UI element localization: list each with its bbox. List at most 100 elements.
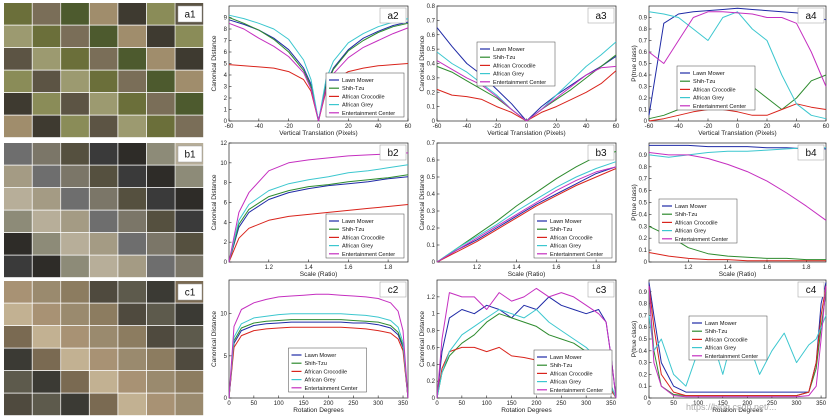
thumbnail-image [146,48,175,70]
thumbnail-image [32,371,61,393]
thumbnail-image [32,210,61,233]
x-tick-label: 20 [345,124,352,130]
x-tick-label: 1.6 [763,265,772,271]
thumbnail-image [61,143,89,165]
x-tick-label: 100 [274,401,285,407]
y-tick-label: 0.6 [639,50,648,56]
y-tick-label: 0.1 [639,248,648,254]
thumbnail-image [89,255,118,278]
series-line-african-crocodile [228,326,409,399]
watermark: https://blog.csdn.net/... [686,402,777,412]
y-axis-label: Canonical Distance [419,35,426,91]
legend-entry: African Grey [305,378,336,384]
series-line-shih-tzu [228,174,409,263]
thumbnail-image [61,25,89,48]
thumbnail-image [118,393,147,416]
x-tick-label: -20 [492,124,501,130]
legend-entry: Lawn Mower [693,71,725,77]
thumbnail-image [175,70,204,93]
panel-label: a4 [805,11,817,22]
legend-entry: African Grey [550,380,581,386]
series-line-entertainment-center [228,293,409,399]
thumbnail-image [61,326,89,348]
legend-entry: Lawn Mower [493,47,525,53]
x-axis-label: Vertical Translation (Pixels) [698,130,776,137]
series-line-african-grey [228,164,409,263]
series-line-african-grey [228,313,409,399]
thumbnail-image [146,93,175,115]
thumbnail-image [146,210,175,233]
x-tick-label: 300 [791,401,802,407]
y-tick-label: 0.5 [427,47,436,53]
thumbnail-image [118,48,147,70]
thumbnail-image [146,303,175,326]
y-tick-label: 0 [432,119,436,125]
thumbnail-image [4,281,32,303]
x-tick-label: 1.2 [265,265,274,271]
series-line-african-grey [436,161,617,263]
thumbnail-image [89,233,118,255]
y-tick-label: 4 [224,73,228,79]
legend-entry: African Crocodile [550,235,593,241]
x-tick-label: 200 [742,401,753,407]
x-axis-label: Rotation Degrees [293,407,344,414]
chart-panel-b2: 1.2 1.4 1.6 1.8 0 2 4 6 8 10 12 Scale (Ratio) Canoni… [211,141,409,278]
y-tick-label: 0.2 [427,90,436,96]
series-line-entertainment-center [436,166,617,263]
x-tick-label: 40 [793,124,800,130]
x-tick-label: 1.6 [552,265,561,271]
y-tick-label: 1 [224,108,228,114]
panel-label-box [797,144,825,161]
legend-entry: African Crocodile [675,220,718,226]
series-line-african-crocodile [436,168,617,263]
panel-label: b4 [805,148,817,159]
thumbnail-image [89,393,118,416]
thumbnail-image [89,326,118,348]
x-tick-label: 20 [764,124,771,130]
y-tick-label: 0.7 [639,313,648,319]
x-tick-label: 20 [553,124,560,130]
y-tick-label: 10 [220,161,227,167]
thumbnail-image [175,303,204,326]
thumbnail-image [32,3,61,25]
thumbnail-image [146,70,175,93]
y-tick-label: 0.5 [639,337,648,343]
thumbnail-image [61,210,89,233]
thumbnail-image [118,348,147,371]
y-tick-label: 0 [224,260,228,266]
y-tick-label: 0.2 [427,379,436,385]
series-line-entertainment-center [648,152,827,221]
panel-label: b1 [184,150,196,161]
x-tick-label: 60 [823,124,830,130]
thumbnail-image [4,255,32,278]
x-tick-label: -60 [225,124,234,130]
thumbnail-image [175,371,204,393]
thumbnail-image [61,371,89,393]
thumbnail-image [118,70,147,93]
thumbnail-image [32,115,61,138]
legend-entry: Shih-Tzu [693,79,715,85]
thumbnail-image [146,326,175,348]
thumbnail-image [4,210,32,233]
y-tick-label: 0.1 [427,105,436,111]
legend-entry: Shih-Tzu [550,363,572,369]
series-line-entertainment-center [436,287,617,399]
legend-entry: African Crocodile [693,87,736,93]
y-tick-label: 0.6 [427,33,436,39]
thumbnail-image [32,233,61,255]
legend-entry: Lawn Mower [342,78,374,84]
x-tick-label: 0 [317,124,321,130]
x-tick-label: 50 [459,401,466,407]
thumbnail-image [4,115,32,138]
x-tick-label: 1.8 [802,265,811,271]
legend-entry: African Crocodile [342,235,385,241]
x-tick-label: -20 [704,124,713,130]
x-axis-label: Scale (Ratio) [300,271,338,278]
y-tick-label: 0.4 [639,73,648,79]
series-line-entertainment-center [228,22,409,122]
thumbnail-image [175,25,204,48]
thumbnail-image [118,165,147,188]
series-line-african-crocodile [648,285,827,397]
thumbnail-image [61,3,89,25]
thumbnail-image [89,3,118,25]
